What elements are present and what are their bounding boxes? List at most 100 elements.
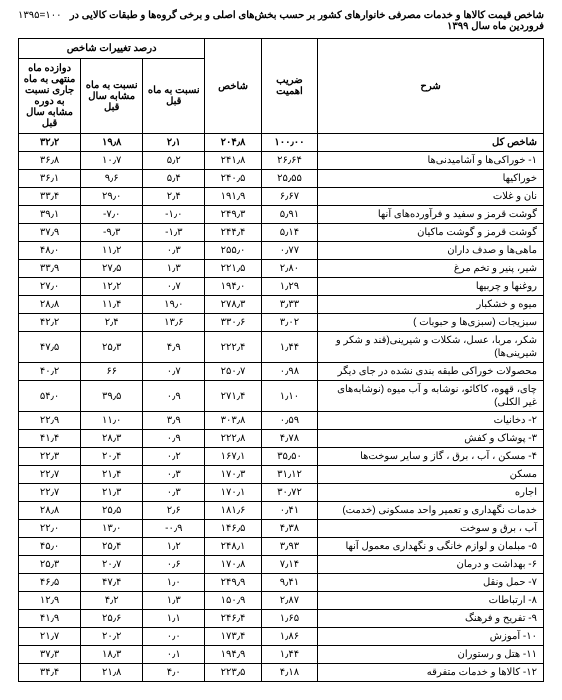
cell-pct-prev-month: ۱٫۲ (143, 538, 205, 556)
cell-desc: میوه و خشکبار (318, 296, 544, 314)
cell-desc: چای، قهوه، کاکائو، نوشابه و آب میوه (نوش… (318, 381, 544, 412)
cell-desc: گوشت قرمز و گوشت ماکیان (318, 224, 544, 242)
cell-desc: ۱۱- هتل و رستوران (318, 646, 544, 664)
cell-coef: ۱٫۲۹ (261, 278, 317, 296)
cell-pct-prev-month: ۴٫۹ (143, 332, 205, 363)
cell-pct-12m: ۲۷٫۰ (19, 278, 81, 296)
table-row: ۳- پوشاک و کفش۴٫۷۸۲۲۲٫۸۰٫۹۲۸٫۳۴۱٫۴ (19, 430, 544, 448)
cell-pct-same-month: ۲۵٫۳ (81, 332, 143, 363)
cell-pct-same-month: ۲۵٫۴ (81, 538, 143, 556)
cell-index: ۲۴۸٫۱ (205, 538, 261, 556)
cell-pct-same-month: ۱۱٫۰ (81, 412, 143, 430)
cell-pct-prev-month: ۰٫۶ (143, 556, 205, 574)
col-pct-same-month-prev-year: نسبت به ماه مشابه سال قبل (81, 59, 143, 134)
cell-desc: خدمات نگهداری و تعمیر واحد مسکونی (خدمت) (318, 502, 544, 520)
cell-pct-prev-month: ۱۹٫۰ (143, 296, 205, 314)
cell-index: ۱۶۷٫۱ (205, 448, 261, 466)
cell-pct-12m: ۳۳٫۴ (19, 188, 81, 206)
table-row: ۱۱- هتل و رستوران۱٫۴۴۱۹۴٫۹۰٫۱۱۸٫۳۳۷٫۳ (19, 646, 544, 664)
cell-index: ۲۷۱٫۴ (205, 381, 261, 412)
cell-pct-prev-month: ۳٫۹ (143, 412, 205, 430)
cell-pct-12m: ۴۸٫۰ (19, 242, 81, 260)
col-pct-12m: دوازده ماه منتهی به ماه جاری نسبت به دور… (19, 59, 81, 134)
cell-pct-prev-month: ۴٫۰ (143, 664, 205, 682)
cell-pct-12m: ۲۸٫۸ (19, 296, 81, 314)
cell-desc: شکر، مربا، عسل، شکلات و شیرینی(قند و شکر… (318, 332, 544, 363)
cell-pct-prev-month: ۱٫۱ (143, 610, 205, 628)
cell-index: ۱۹۴٫۰ (205, 278, 261, 296)
cell-index: ۲۰۴٫۸ (205, 134, 261, 152)
cell-pct-12m: ۵۴٫۰ (19, 381, 81, 412)
cell-pct-same-month: ۱۱٫۲ (81, 242, 143, 260)
table-row: ۶- بهداشت و درمان۷٫۱۴۱۷۰٫۸۰٫۶۲۰٫۷۲۵٫۳ (19, 556, 544, 574)
cell-index: ۲۲۲٫۸ (205, 430, 261, 448)
cell-coef: ۷٫۱۴ (261, 556, 317, 574)
cell-pct-prev-month: -۱٫۰ (143, 206, 205, 224)
col-pct-group: درصد تغییرات شاخص (19, 39, 205, 59)
cell-index: ۲۵۰٫۷ (205, 363, 261, 381)
cell-index: ۱۴۶٫۵ (205, 520, 261, 538)
cell-desc: خوراکیها (318, 170, 544, 188)
cell-pct-same-month: ۲۰٫۴ (81, 448, 143, 466)
cell-pct-12m: ۲۵٫۳ (19, 556, 81, 574)
cell-pct-prev-month: ۰٫۲ (143, 448, 205, 466)
table-row: محصولات خوراکی طبقه بندی نشده در جای دیگ… (19, 363, 544, 381)
cell-index: ۲۵۵٫۰ (205, 242, 261, 260)
table-row: گوشت قرمز و گوشت ماکیان۵٫۱۴۲۴۴٫۴-۱٫۳-۹٫۳… (19, 224, 544, 242)
col-index: شاخص (205, 39, 261, 134)
cell-pct-12m: ۴۶٫۵ (19, 574, 81, 592)
table-row: آب ، برق و سوخت۴٫۳۸۱۴۶٫۵-۰٫۹۱۳٫۰۲۲٫۰ (19, 520, 544, 538)
cell-pct-prev-month: ۱٫۳ (143, 592, 205, 610)
table-row: روغنها و چربیها۱٫۲۹۱۹۴٫۰۰٫۷۱۲٫۲۲۷٫۰ (19, 278, 544, 296)
table-row: شاخص کل۱۰۰٫۰۰۲۰۴٫۸۲٫۱۱۹٫۸۳۲٫۲ (19, 134, 544, 152)
cell-pct-same-month: ۱۹٫۸ (81, 134, 143, 152)
cell-pct-prev-month: ۰٫۱ (143, 646, 205, 664)
cell-desc: آب ، برق و سوخت (318, 520, 544, 538)
cell-index: ۱۷۰٫۸ (205, 556, 261, 574)
cell-coef: ۴٫۱۸ (261, 664, 317, 682)
cell-pct-12m: ۲۲٫۳ (19, 448, 81, 466)
cell-index: ۲۴۱٫۸ (205, 152, 261, 170)
cell-coef: ۹٫۴۱ (261, 574, 317, 592)
page-header: شاخص قیمت کالاها و خدمات مصرفی خانوارهای… (18, 10, 544, 32)
cell-pct-same-month: ۱۱٫۴ (81, 296, 143, 314)
cell-pct-same-month: ۹٫۶ (81, 170, 143, 188)
cell-pct-same-month: ۳۹٫۵ (81, 381, 143, 412)
table-row: ۱- خوراکی‌ها و آشامیدنی‌ها۲۶٫۶۴۲۴۱٫۸۵٫۲۱… (19, 152, 544, 170)
cell-coef: ۲۵٫۵۵ (261, 170, 317, 188)
cell-index: ۱۷۰٫۳ (205, 466, 261, 484)
cell-pct-12m: ۲۲٫۹ (19, 412, 81, 430)
cell-index: ۱۹۴٫۹ (205, 646, 261, 664)
cell-pct-prev-month: ۱٫۳ (143, 260, 205, 278)
cell-pct-same-month: ۱۳٫۰ (81, 520, 143, 538)
table-row: ماهی‌ها و صدف داران۰٫۷۷۲۵۵٫۰۰٫۳۱۱٫۲۴۸٫۰ (19, 242, 544, 260)
table-row: ۱۰- آموزش۱٫۸۶۱۷۳٫۴۰٫۰۲۰٫۲۲۱٫۷ (19, 628, 544, 646)
cell-desc: سبزیجات (سبزی‌ها و حبوبات ) (318, 314, 544, 332)
cell-pct-prev-month: ۰٫۳ (143, 484, 205, 502)
cell-desc: نان و غلات (318, 188, 544, 206)
cell-pct-prev-month: ۵٫۲ (143, 152, 205, 170)
cell-pct-12m: ۲۸٫۸ (19, 502, 81, 520)
cell-coef: ۱٫۴۴ (261, 646, 317, 664)
cell-index: ۲۴۴٫۴ (205, 224, 261, 242)
table-row: چای، قهوه، کاکائو، نوشابه و آب میوه (نوش… (19, 381, 544, 412)
table-row: شکر، مربا، عسل، شکلات و شیرینی(قند و شکر… (19, 332, 544, 363)
base-year: ۱۰۰=۱۳۹۵ (18, 10, 69, 21)
cell-index: ۱۹۱٫۹ (205, 188, 261, 206)
cell-pct-prev-month: -۰٫۹ (143, 520, 205, 538)
col-desc: شرح (318, 39, 544, 134)
cell-pct-prev-month: ۰٫۹ (143, 430, 205, 448)
cell-coef: ۱٫۱۰ (261, 381, 317, 412)
cell-desc: ۹- تفریح و فرهنگ (318, 610, 544, 628)
cell-index: ۱۷۳٫۴ (205, 628, 261, 646)
cell-pct-12m: ۲۱٫۷ (19, 628, 81, 646)
cell-pct-prev-month: ۱٫۰ (143, 574, 205, 592)
cell-pct-same-month: ۲۸٫۳ (81, 430, 143, 448)
cell-pct-same-month: ۲۱٫۳ (81, 484, 143, 502)
cpi-table: شرح ضریب اهمیت شاخص درصد تغییرات شاخص نس… (18, 38, 544, 682)
cell-pct-12m: ۳۶٫۸ (19, 152, 81, 170)
cell-desc: ۲- دخانیات (318, 412, 544, 430)
cell-coef: ۳٫۰۲ (261, 314, 317, 332)
cell-index: ۱۸۱٫۶ (205, 502, 261, 520)
cell-pct-12m: ۳۶٫۱ (19, 170, 81, 188)
